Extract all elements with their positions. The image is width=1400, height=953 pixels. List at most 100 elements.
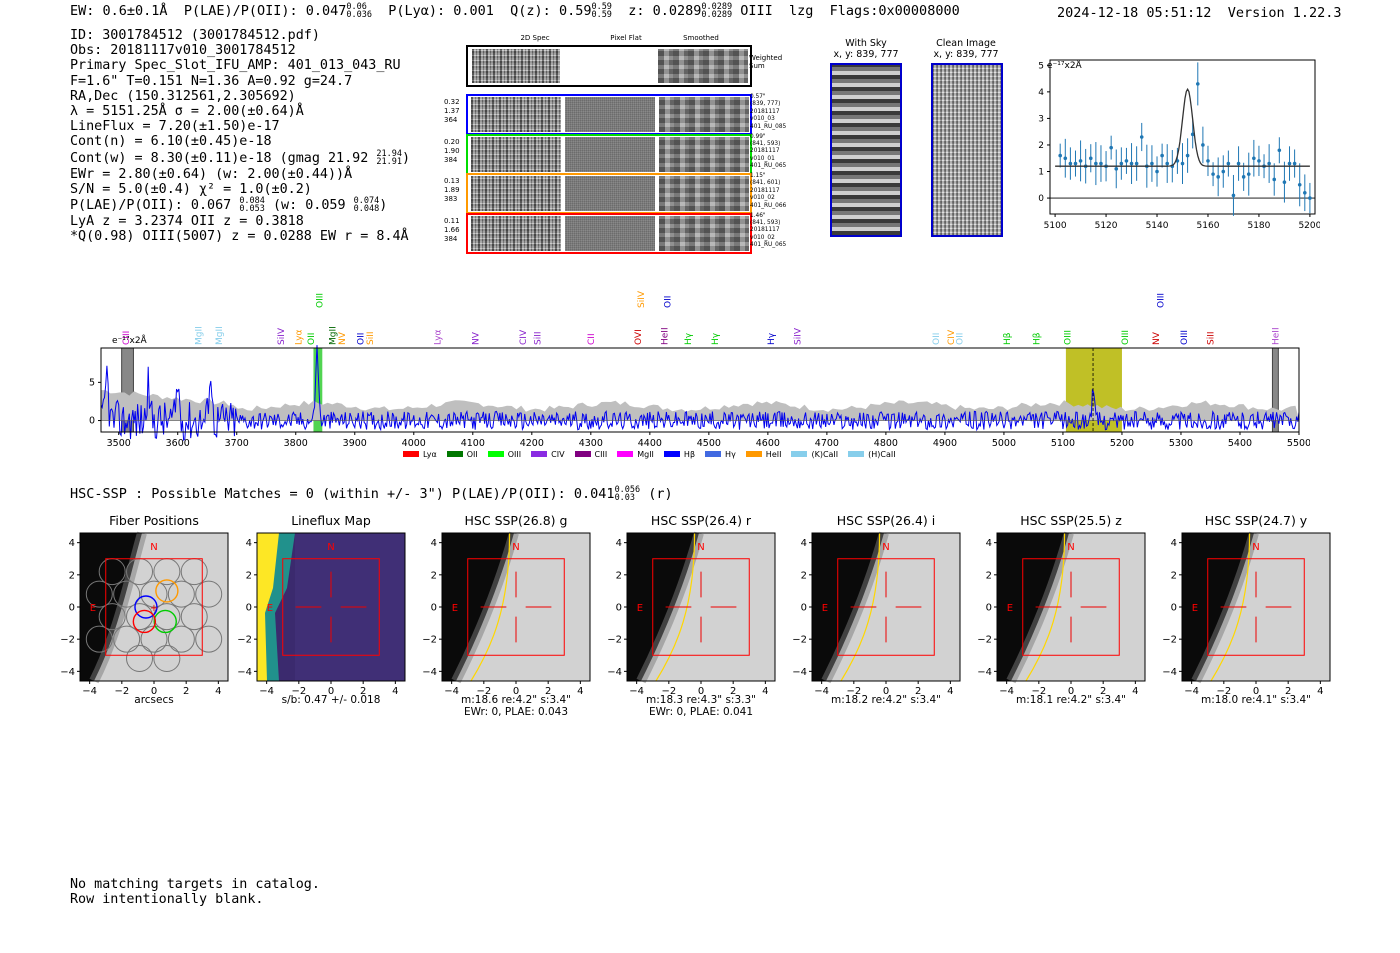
north-label: N [697, 542, 704, 553]
x-tick-label: −4 [444, 686, 459, 697]
fiber-circle [85, 625, 113, 653]
legend-item: Lyα [403, 450, 437, 459]
zoom-data-point [1165, 161, 1170, 166]
zoom-data-point [1134, 161, 1139, 166]
cutout-stat: 384 [444, 234, 458, 243]
search-box [652, 558, 750, 656]
cutout-stat: 384 [444, 155, 458, 164]
aperture-curve [1210, 532, 1251, 682]
zoom-data-point [1308, 196, 1312, 200]
cutout-meta: 1.15" [750, 173, 766, 179]
zoom-xtick-label: 5200 [1298, 221, 1320, 231]
cutout-meta: v010_02 [750, 234, 775, 241]
line-label: OII [932, 333, 942, 345]
aperture-curve [470, 532, 511, 682]
east-label: E [452, 603, 458, 614]
header-flags: Flags:0x00008000 [829, 3, 960, 19]
hsc-panel-caption: m:18.0 re:4.1" s:3.4" [1182, 694, 1330, 706]
legend-item: (K)CaII [791, 450, 838, 459]
zoom-data-point [1099, 161, 1103, 166]
y-tick-label: −2 [977, 635, 992, 646]
fiber-circle [153, 644, 181, 672]
zoom-ytick-label: 1 [1038, 168, 1044, 178]
cutout-meta: (841, 601) [750, 180, 781, 187]
legend-swatch [791, 451, 808, 457]
cutout-row-stats: 0.32 1.37 364 [444, 98, 464, 125]
cutout-grid: 2D Spec Pixel Flat Smoothed Weighted Sum… [444, 34, 786, 259]
cutout-row [466, 173, 752, 214]
bright-star-region [812, 533, 884, 681]
line-label: OII [307, 333, 317, 345]
cutout-meta: 20181117 [750, 187, 780, 194]
info-lineflux: LineFlux = 7.20(±1.50)e-17 [70, 119, 280, 135]
info-gmag-hi: 21.94 [376, 148, 402, 159]
zoom-data-point [1201, 143, 1205, 147]
hsc-caption-line2: EWr: 0, PLAE: 0.041 [648, 706, 754, 718]
zoom-data-point [1282, 180, 1287, 184]
hsc-panel-title: HSC SSP(24.7) y [1204, 513, 1308, 528]
zoom-data-point [1226, 161, 1231, 166]
x-tick-label: 4 [947, 686, 953, 697]
spectrum-xtick-label: 4700 [815, 438, 839, 449]
cutout-stat: 0.13 [444, 177, 460, 185]
fiber-circle-selected [132, 609, 157, 634]
fiber-circle [113, 625, 141, 653]
hsc-panel-plot: N E −4 −4 −2 −2 0 0 2 2 4 4 [237, 532, 406, 697]
hsc-panel: HSC SSP(26.8) g N E −4 −4 −2 −2 0 0 2 2 4 4 m:18.6 re… [412, 511, 610, 719]
aperture-curve [1025, 532, 1066, 682]
line-label: HeII [1271, 327, 1281, 345]
cutout-row-meta: 0.57" (839, 777) 20181117 v010_03 401_RU_085 [750, 94, 790, 131]
legend-label: CIII [594, 449, 608, 459]
hsc-panel: HSC SSP(26.4) i N E −4 −4 −2 −2 0 0 2 2 4 4 m:18.2 re… [782, 511, 980, 719]
cutout-meta: 20181117 [750, 108, 780, 115]
spectrum-xtick-label: 4300 [579, 438, 603, 449]
line-label: Hβ [1032, 332, 1042, 345]
x-tick-label: −4 [999, 686, 1014, 697]
zoom-data-point [1221, 169, 1226, 174]
hsc-panel: Lineflux Map N E −4 −4 −2 −2 0 0 2 2 4 4 s/b: 0.47 +/… [227, 511, 425, 719]
y-tick-label: −4 [977, 667, 992, 678]
hsc-panel-plot: N E −4 −4 −2 −2 0 0 2 2 4 4 [792, 531, 961, 697]
cutout-2d-spec [471, 97, 561, 132]
line-label: OIII [1180, 330, 1190, 345]
hsc-panel-title: HSC SSP(25.5) z [1020, 513, 1122, 528]
spectrum-highlight-band [313, 348, 323, 432]
zoom-data-point [1139, 135, 1144, 139]
info-plae-row: P(LAE)/P(OII): 0.067 0.084 0.053 (w: 0.05… [70, 196, 388, 215]
spectrum-xtick-label: 5400 [1228, 438, 1252, 449]
cutout-weighted-smooth [658, 49, 748, 83]
aperture-curve [655, 532, 696, 682]
hsc-panel-plot: N E −4 −4 −2 −2 0 0 2 2 4 4 [422, 531, 591, 697]
legend-swatch [574, 451, 591, 457]
y-tick-label: −2 [792, 635, 807, 646]
spectrum-xtick-label: 4000 [402, 438, 426, 449]
zoom-data-point [1216, 175, 1220, 179]
cutout-meta: 20181117 [750, 148, 780, 155]
spectrum-xtick-label: 3700 [225, 438, 249, 449]
x-tick-label: 4 [1317, 686, 1323, 697]
info-q-oiii: *Q(0.98) OIII(5007) z = 0.0288 EW r = 8.… [70, 229, 409, 245]
zoom-ytick-label: 3 [1038, 114, 1044, 124]
hsc-panel-caption: m:18.6 re:4.2" s:3.4" EWr: 0, PLAE: 0.043 [442, 694, 590, 718]
cutout-pixel-flat [565, 215, 655, 251]
hsc-summary-lo: 0.03 [614, 493, 636, 503]
info-plae-hi: 0.084 [239, 196, 265, 207]
zoom-data-point [1246, 172, 1251, 176]
line-label: OIII [1121, 330, 1131, 345]
bright-star-region [1182, 533, 1254, 681]
cutout-row-stats: 0.11 1.66 384 [444, 217, 464, 244]
header-ew: EW: 0.6±0.1Å [70, 3, 168, 19]
cutout-row-stats: 0.20 1.90 384 [444, 138, 464, 165]
header-right: 2024-12-18 05:51:12 Version 1.22.3 [1057, 5, 1342, 21]
y-tick-label: 0 [801, 603, 807, 614]
hsc-panel-title: HSC SSP(26.8) g [464, 513, 568, 528]
info-plae-w-lo: 0.048 [353, 204, 380, 215]
hsc-caption-line1: s/b: 0.47 +/- 0.018 [281, 694, 381, 706]
zoom-data-point [1195, 82, 1200, 86]
zoom-xtick-label: 5160 [1197, 221, 1220, 231]
y-tick-label: −4 [1162, 667, 1177, 678]
fiber-circle [113, 580, 141, 608]
hsc-summary-band: (r) [648, 486, 673, 502]
info-plae-lo: 0.053 [239, 204, 265, 215]
zoom-data-point [1287, 161, 1292, 166]
